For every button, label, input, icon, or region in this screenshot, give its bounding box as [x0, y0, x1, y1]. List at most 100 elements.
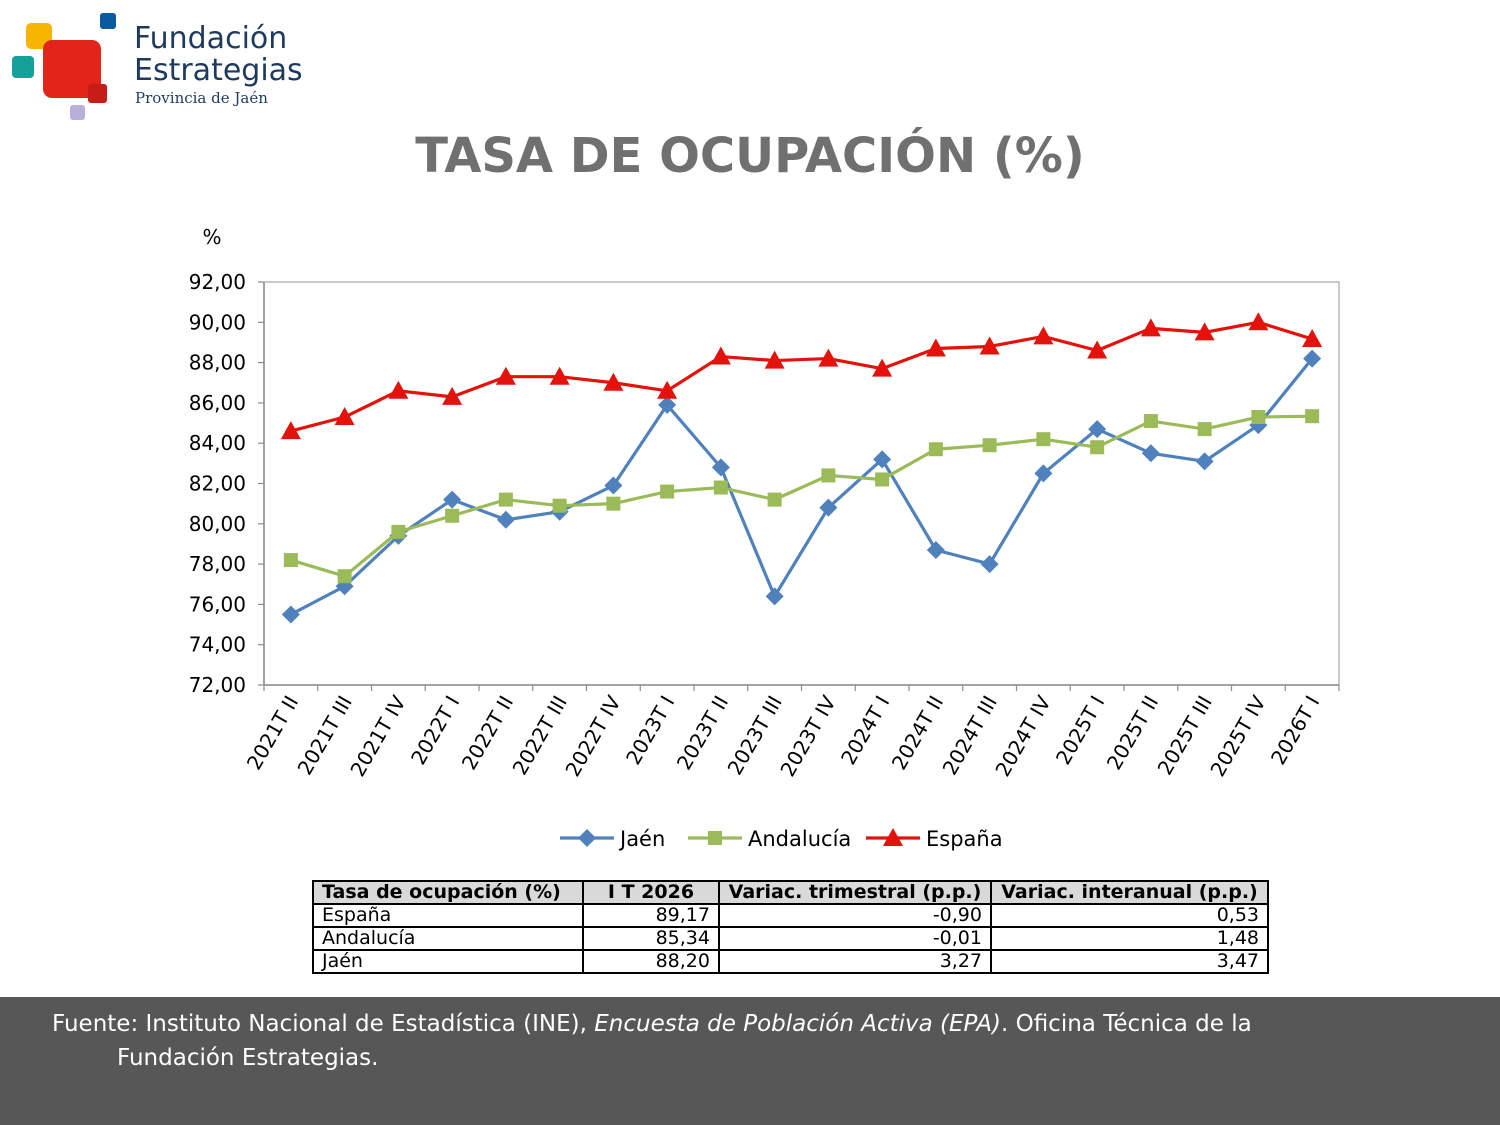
y-tick-label: 84,00: [189, 431, 246, 455]
data-point-jaen: [658, 395, 677, 414]
data-point-espana: [1248, 312, 1269, 331]
legend-label-andalucia: Andalucía: [748, 827, 851, 851]
data-point-jaen: [1195, 452, 1214, 471]
y-axis-label: %: [202, 225, 221, 249]
data-point-andalucia: [713, 480, 728, 495]
logo-lilac-square: [70, 105, 85, 120]
table-cell: Jaén: [312, 949, 584, 974]
data-point-andalucia: [337, 569, 352, 584]
legend-marker-jaen: [578, 829, 596, 847]
data-point-andalucia: [928, 442, 943, 457]
y-tick-label: 92,00: [189, 270, 246, 294]
data-point-espana: [549, 366, 570, 385]
table-cell: 1,48: [990, 926, 1269, 951]
data-point-espana: [495, 366, 516, 385]
data-point-espana: [442, 386, 463, 405]
y-tick-label: 78,00: [189, 552, 246, 576]
logo-dark-red-square: [88, 84, 107, 103]
logo-red-square: [43, 40, 101, 98]
table-cell: 88,20: [582, 949, 720, 974]
x-tick-label: 2025T II: [1102, 692, 1163, 774]
data-point-andalucia: [821, 468, 836, 483]
plot-area: [263, 281, 1340, 686]
legend-marker-andalucia: [708, 831, 722, 845]
x-tick-label: 2022T I: [406, 692, 464, 769]
table-cell: -0,90: [718, 903, 992, 928]
data-point-espana: [334, 407, 355, 426]
data-point-jaen: [1141, 444, 1160, 463]
table-cell: España: [312, 903, 584, 928]
x-tick-label: 2022T II: [457, 692, 518, 774]
page-title: TASA DE OCUPACIÓN (%): [415, 128, 1085, 184]
y-tick-label: 80,00: [189, 512, 246, 536]
summary-table: Tasa de ocupación (%) I T 2026 Variac. t…: [312, 880, 1269, 974]
table-cell: 85,34: [582, 926, 720, 951]
logo-teal-square: [12, 56, 34, 78]
table-cell: 89,17: [582, 903, 720, 928]
logo-line3: Provincia de Jaén: [135, 89, 268, 107]
data-point-jaen: [281, 605, 300, 624]
x-tick-label: 2026T I: [1266, 692, 1324, 769]
data-point-andalucia: [1143, 414, 1158, 429]
data-point-andalucia: [1197, 422, 1212, 437]
data-point-jaen: [765, 587, 784, 606]
data-point-andalucia: [552, 498, 567, 513]
x-tick-label: 2024T I: [836, 692, 894, 769]
y-tick-label: 76,00: [189, 592, 246, 616]
data-point-espana: [1302, 329, 1323, 348]
table-cell: -0,01: [718, 926, 992, 951]
table-cell: Andalucía: [312, 926, 584, 951]
data-point-espana: [872, 358, 893, 377]
data-point-andalucia: [1090, 440, 1105, 455]
data-point-jaen: [496, 510, 515, 529]
data-point-jaen: [926, 540, 945, 559]
table-header-cell: Tasa de ocupación (%): [312, 880, 584, 905]
data-point-espana: [925, 338, 946, 357]
data-point-jaen: [873, 450, 892, 469]
data-point-andalucia: [982, 438, 997, 453]
table-header-cell: I T 2026: [582, 880, 720, 905]
source-survey-name: Encuesta de Población Activa (EPA): [594, 1011, 1001, 1037]
y-tick-label: 86,00: [189, 391, 246, 415]
x-tick-label: 2021T II: [242, 692, 303, 774]
data-point-andalucia: [660, 484, 675, 499]
data-point-espana: [1194, 322, 1215, 341]
data-point-jaen: [1034, 464, 1053, 483]
x-tick-label: 2024T II: [887, 692, 948, 774]
data-point-espana: [764, 350, 785, 369]
data-point-jaen: [443, 490, 462, 509]
y-tick-label: 72,00: [189, 673, 246, 697]
table-row: Andalucía 85,34 -0,01 1,48: [312, 926, 1269, 951]
logo-line1: Fundación: [134, 21, 287, 56]
source-line2: Fundación Estrategias.: [117, 1045, 379, 1071]
data-point-andalucia: [1036, 432, 1051, 447]
legend-label-espana: España: [926, 827, 1003, 851]
legend-marker-espana: [883, 828, 903, 846]
data-point-espana: [280, 421, 301, 440]
source-suffix: . Oficina Técnica de la: [1000, 1011, 1252, 1037]
data-point-andalucia: [1305, 409, 1320, 424]
data-point-andalucia: [606, 496, 621, 511]
logo-yellow-square: [26, 23, 52, 49]
data-point-espana: [1087, 340, 1108, 359]
y-tick-label: 88,00: [189, 351, 246, 375]
table-row: Jaén 88,20 3,27 3,47: [312, 949, 1269, 974]
series-line-jaen: [290, 357, 1314, 616]
x-tick-label: 2023T I: [621, 692, 679, 769]
data-point-andalucia: [283, 553, 298, 568]
x-tick-label: 2025T I: [1051, 692, 1109, 769]
series-line-espana: [290, 320, 1313, 433]
y-tick-label: 82,00: [189, 472, 246, 496]
data-point-espana: [1140, 318, 1161, 337]
table-header-row: Tasa de ocupación (%) I T 2026 Variac. t…: [312, 880, 1269, 905]
data-point-espana: [818, 348, 839, 367]
table-header-cell: Variac. interanual (p.p.): [990, 880, 1269, 905]
fundacion-estrategias-logo: Fundación Estrategias Provincia de Jaén: [12, 13, 303, 120]
table-row: España 89,17 -0,90 0,53: [312, 903, 1269, 928]
x-tick-label: 2023T II: [672, 692, 733, 774]
table-header-cell: Variac. trimestral (p.p.): [718, 880, 992, 905]
data-point-andalucia: [498, 492, 513, 507]
data-point-jaen: [819, 498, 838, 517]
line-chart: 72,00 74,00 76,00 78,00 80,00 82,00 84,00 86,00…: [189, 225, 1340, 851]
data-point-jaen: [604, 476, 623, 495]
